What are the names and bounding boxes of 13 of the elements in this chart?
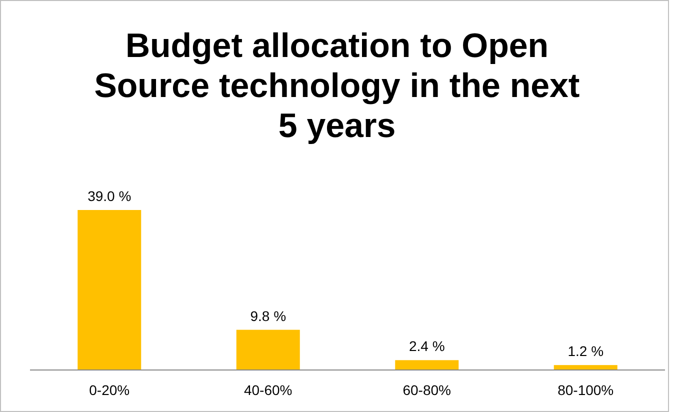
x-tick-label: 0-20% — [89, 382, 130, 398]
bar — [236, 330, 300, 370]
data-label: 9.8 % — [250, 308, 286, 324]
data-label: 39.0 % — [88, 188, 132, 204]
x-tick-label: 40-60% — [244, 382, 292, 398]
chart-title: Budget allocation to Open Source technology in the next 5 years — [94, 27, 580, 145]
bar — [395, 360, 459, 370]
data-label: 2.4 % — [408, 338, 445, 354]
bar — [554, 365, 618, 370]
bar — [78, 210, 142, 370]
x-tick-label: 80-100% — [558, 382, 614, 398]
data-label: 1.2 % — [568, 343, 604, 360]
x-tick-label: 60-80% — [402, 382, 452, 398]
